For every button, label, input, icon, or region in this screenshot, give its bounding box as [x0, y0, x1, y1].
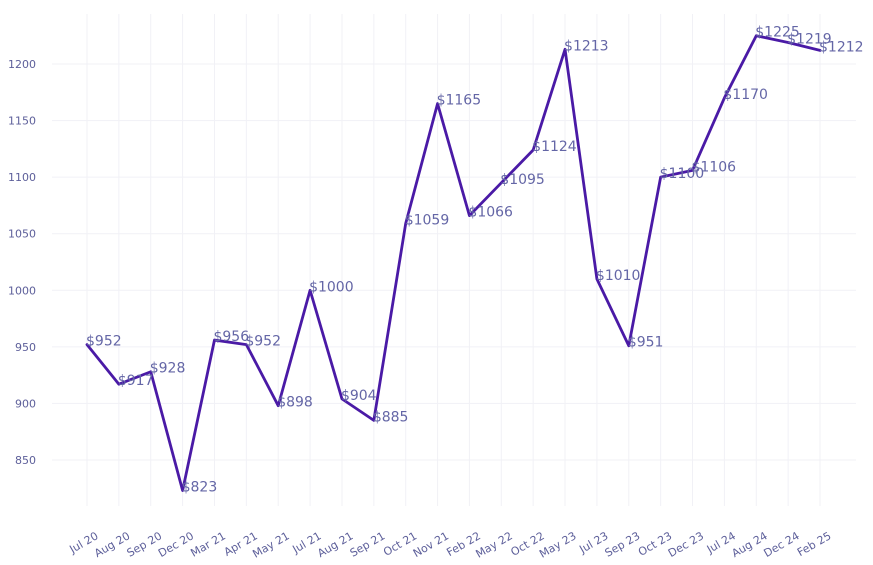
x-tick-label: Aug 20: [92, 529, 132, 560]
data-label: $928: [150, 361, 186, 377]
x-tick-label: May 21: [250, 529, 291, 560]
y-tick-label: 1000: [8, 284, 36, 297]
data-label: $1000: [309, 279, 354, 295]
data-label: $1219: [787, 32, 832, 48]
data-label: $898: [277, 395, 313, 411]
grid: [52, 14, 856, 506]
x-tick-label: May 23: [537, 529, 578, 560]
x-tick-label: Feb 25: [795, 529, 834, 559]
data-label: $1010: [596, 268, 641, 284]
data-label: $1095: [500, 172, 545, 188]
data-label: $1213: [564, 38, 609, 54]
y-tick-label: 1150: [8, 115, 36, 128]
series-line: [85, 34, 822, 492]
data-label: $1124: [532, 139, 577, 155]
data-label: $1100: [660, 166, 705, 182]
data-label: $952: [86, 334, 122, 350]
x-tick-label: Sep 21: [348, 529, 388, 559]
y-axis: 850 900 950 1000 1050 1100 1150 1200: [8, 58, 36, 467]
x-tick-label: Aug 21: [315, 529, 355, 560]
data-label: $904: [341, 388, 377, 404]
data-label: $1225: [755, 25, 800, 41]
data-label: $952: [245, 334, 281, 350]
data-label: $885: [373, 409, 409, 425]
x-tick-label: Dec 20: [156, 529, 196, 560]
data-label: $1066: [468, 205, 513, 221]
y-tick-label: 950: [15, 341, 36, 354]
data-labels: $952$917$928$823$956$952$898$1000$904$88…: [86, 25, 864, 496]
x-tick-label: Aug 24: [729, 529, 769, 560]
data-label: $1106: [692, 159, 737, 175]
x-tick-label: Mar 21: [188, 529, 228, 559]
data-label: $951: [628, 335, 664, 351]
data-label: $1212: [819, 39, 864, 55]
x-tick-label: Dec 23: [666, 529, 706, 560]
y-tick-label: 850: [15, 454, 36, 467]
x-tick-label: Nov 21: [411, 529, 451, 560]
x-tick-label: Sep 23: [603, 529, 643, 559]
x-tick-label: Dec 24: [762, 529, 802, 560]
y-tick-label: 900: [15, 397, 36, 410]
y-tick-label: 1100: [8, 171, 36, 184]
data-label: $1059: [405, 213, 450, 229]
data-label: $1165: [437, 93, 482, 109]
data-label: $1170: [723, 87, 768, 103]
data-label: $956: [213, 329, 249, 345]
data-label: $823: [182, 480, 218, 496]
x-tick-label: May 22: [473, 529, 514, 560]
x-tick-label: Sep 20: [125, 529, 165, 559]
y-tick-label: 1200: [8, 58, 36, 71]
y-tick-label: 1050: [8, 228, 36, 241]
data-label: $917: [118, 373, 154, 389]
